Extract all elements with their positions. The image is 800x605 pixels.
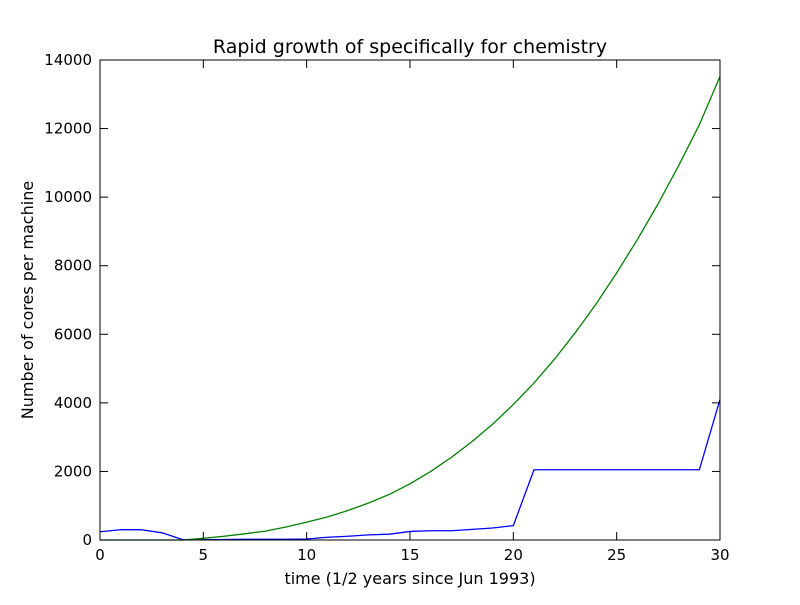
- y-tick-label: 10000: [44, 188, 92, 206]
- y-tick-label: 14000: [44, 51, 92, 69]
- ticks: 0 5 10 15 20 25 30 0 2000 4000 6000 8000 10000 12000 1…: [44, 51, 729, 564]
- y-tick-label: 12000: [44, 120, 92, 138]
- y-tick-label: 8000: [54, 257, 92, 275]
- x-tick-label: 20: [504, 546, 523, 564]
- chart-title: Rapid growth of specifically for chemist…: [213, 36, 607, 58]
- x-tick-label: 15: [400, 546, 419, 564]
- x-tick-label: 5: [199, 546, 209, 564]
- y-axis-label: Number of cores per machine: [18, 181, 37, 419]
- y-tick-label: 4000: [54, 394, 92, 412]
- y-tick-label: 6000: [54, 325, 92, 343]
- x-tick-label: 10: [297, 546, 316, 564]
- x-tick-label: 25: [607, 546, 626, 564]
- x-axis-label: time (1/2 years since Jun 1993): [284, 569, 535, 588]
- y-tick-label: 2000: [54, 462, 92, 480]
- x-tick-label: 30: [710, 546, 729, 564]
- y-tick-label: 0: [82, 531, 92, 549]
- x-tick-label: 0: [95, 546, 105, 564]
